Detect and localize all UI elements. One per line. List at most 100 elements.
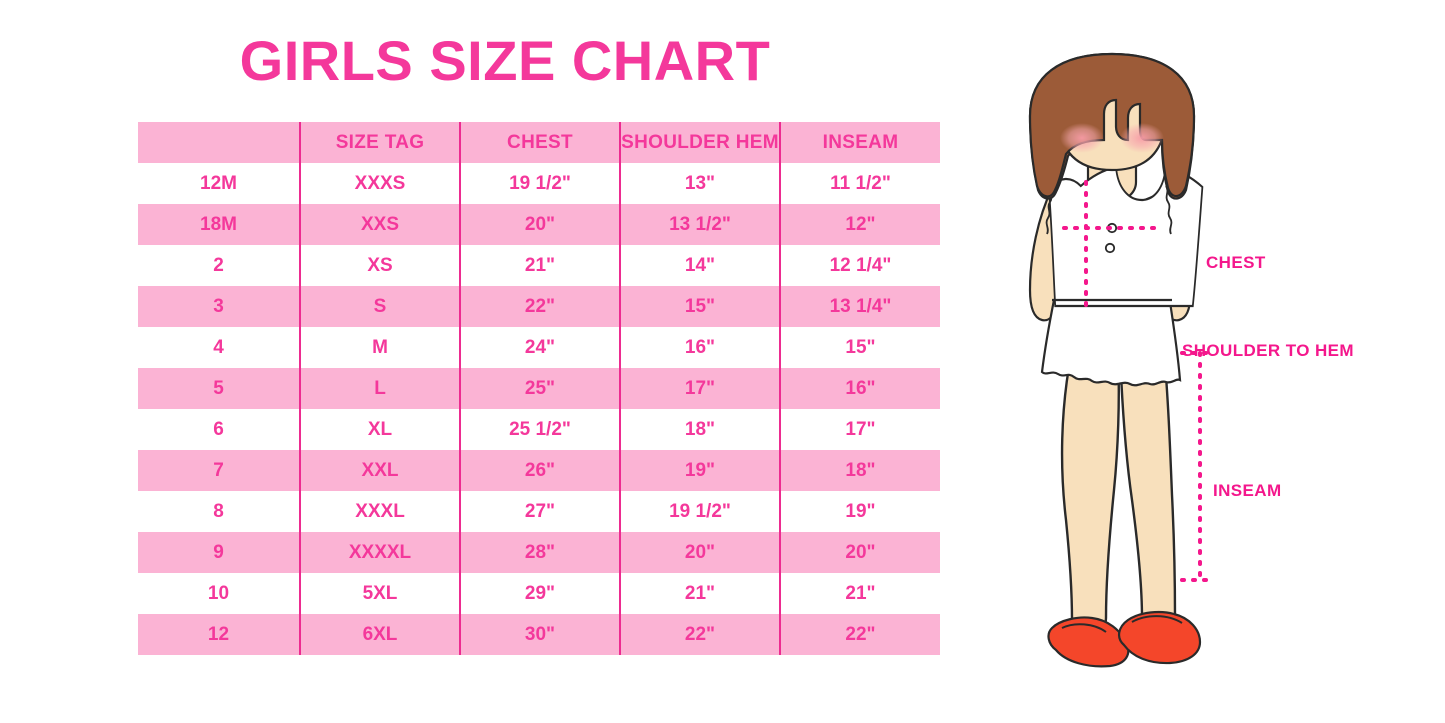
cell-size: 5 (138, 368, 301, 409)
cell-inseam: 19" (780, 491, 940, 532)
cell-size-tag: XXS (300, 204, 461, 245)
cell-size: 10 (138, 573, 301, 614)
table-header-row: SIZE TAG CHEST SHOULDER HEM INSEAM (138, 122, 940, 163)
cell-size: 12M (138, 163, 301, 204)
left-shoe (1047, 616, 1130, 668)
column-header-size (138, 122, 301, 163)
cell-size-tag: XXXS (300, 163, 461, 204)
column-header-shoulder-hem: SHOULDER HEM (620, 122, 781, 163)
legs-group (1060, 348, 1177, 636)
cell-chest: 25 1/2" (460, 409, 621, 450)
cell-chest: 22" (460, 286, 621, 327)
cell-chest: 29" (460, 573, 621, 614)
column-header-chest: CHEST (460, 122, 621, 163)
cell-size: 7 (138, 450, 301, 491)
cell-shoulder-hem: 22" (620, 614, 781, 655)
cell-size: 4 (138, 327, 301, 368)
cell-size: 12 (138, 614, 301, 655)
measurement-label-shoulder-to-hem: SHOULDER TO HEM (1182, 341, 1354, 360)
table-row: 4 M 24" 16" 15" (138, 327, 940, 368)
cell-size-tag: 5XL (300, 573, 461, 614)
button-lower (1104, 242, 1116, 254)
girl-figure-svg (1028, 52, 1208, 668)
right-shoe-strap (1131, 615, 1183, 624)
cell-chest: 20" (460, 204, 621, 245)
bloomers-group (1040, 298, 1182, 387)
table-row: 2 XS 21" 14" 12 1/4" (138, 245, 940, 286)
cell-chest: 27" (460, 491, 621, 532)
cell-shoulder-hem: 20" (620, 532, 781, 573)
cell-chest: 25" (460, 368, 621, 409)
right-shoulder-ruffle (1165, 185, 1173, 235)
cell-size: 6 (138, 409, 301, 450)
cell-shoulder-hem: 13 1/2" (620, 204, 781, 245)
cell-size-tag: S (300, 286, 461, 327)
cell-inseam: 17" (780, 409, 940, 450)
column-header-size-tag: SIZE TAG (300, 122, 461, 163)
cell-shoulder-hem: 19 1/2" (620, 491, 781, 532)
table-row: 8 XXXL 27" 19 1/2" 19" (138, 491, 940, 532)
cell-chest: 19 1/2" (460, 163, 621, 204)
table-row: 7 XXL 26" 19" 18" (138, 450, 940, 491)
cell-inseam: 18" (780, 450, 940, 491)
table-row: 3 S 22" 15" 13 1/4" (138, 286, 940, 327)
cell-size-tag: XS (300, 245, 461, 286)
cell-inseam: 13 1/4" (780, 286, 940, 327)
column-header-inseam: INSEAM (780, 122, 940, 163)
left-blush (1060, 123, 1104, 153)
cell-size-tag: L (300, 368, 461, 409)
cell-shoulder-hem: 18" (620, 409, 781, 450)
right-shoe (1118, 610, 1202, 665)
ruffle-skirt (1040, 298, 1182, 387)
table-row: 5 L 25" 17" 16" (138, 368, 940, 409)
cell-size-tag: XXXXL (300, 532, 461, 573)
page-title: GIRLS SIZE CHART (239, 29, 771, 92)
table-header: SIZE TAG CHEST SHOULDER HEM INSEAM (138, 122, 940, 163)
table-row: 9 XXXXL 28" 20" 20" (138, 532, 940, 573)
table-body: 12M XXXS 19 1/2" 13" 11 1/2" 18M XXS 20" 13 1/2"… (138, 163, 940, 655)
cell-shoulder-hem: 15" (620, 286, 781, 327)
table-row: 12M XXXS 19 1/2" 13" 11 1/2" (138, 163, 940, 204)
cell-size-tag: M (300, 327, 461, 368)
cell-inseam: 20" (780, 532, 940, 573)
cell-shoulder-hem: 19" (620, 450, 781, 491)
table-row: 6 XL 25 1/2" 18" 17" (138, 409, 940, 450)
cell-inseam: 11 1/2" (780, 163, 940, 204)
head-group (1028, 52, 1196, 200)
left-leg (1060, 348, 1120, 636)
girl-figure-illustration: CHEST SHOULDER TO HEM INSEAM (960, 50, 1445, 690)
cell-chest: 30" (460, 614, 621, 655)
table-row: 12 6XL 30" 22" 22" (138, 614, 940, 655)
cell-size-tag: XXXL (300, 491, 461, 532)
right-blush (1120, 123, 1164, 153)
cell-size: 2 (138, 245, 301, 286)
cell-inseam: 22" (780, 614, 940, 655)
cell-shoulder-hem: 16" (620, 327, 781, 368)
cell-inseam: 12" (780, 204, 940, 245)
cell-shoulder-hem: 14" (620, 245, 781, 286)
cell-size-tag: 6XL (300, 614, 461, 655)
cell-inseam: 15" (780, 327, 940, 368)
measurement-label-chest: CHEST (1206, 253, 1266, 272)
shoes-group (1047, 610, 1202, 668)
measurement-label-inseam: INSEAM (1213, 481, 1282, 500)
cell-inseam: 21" (780, 573, 940, 614)
cell-chest: 28" (460, 532, 621, 573)
table-row: 18M XXS 20" 13 1/2" 12" (138, 204, 940, 245)
measurement-guides (1062, 180, 1208, 582)
size-chart-table: SIZE TAG CHEST SHOULDER HEM INSEAM 12M XX… (138, 122, 940, 655)
right-leg (1118, 348, 1177, 635)
cell-size: 3 (138, 286, 301, 327)
table-row: 10 5XL 29" 21" 21" (138, 573, 940, 614)
cell-chest: 24" (460, 327, 621, 368)
cell-size: 18M (138, 204, 301, 245)
cell-inseam: 12 1/4" (780, 245, 940, 286)
left-shoe-strap (1061, 623, 1107, 633)
cell-size-tag: XXL (300, 450, 461, 491)
bangs (1028, 52, 1196, 198)
cell-chest: 26" (460, 450, 621, 491)
cell-size: 8 (138, 491, 301, 532)
cell-shoulder-hem: 21" (620, 573, 781, 614)
cell-chest: 21" (460, 245, 621, 286)
cell-shoulder-hem: 13" (620, 163, 781, 204)
